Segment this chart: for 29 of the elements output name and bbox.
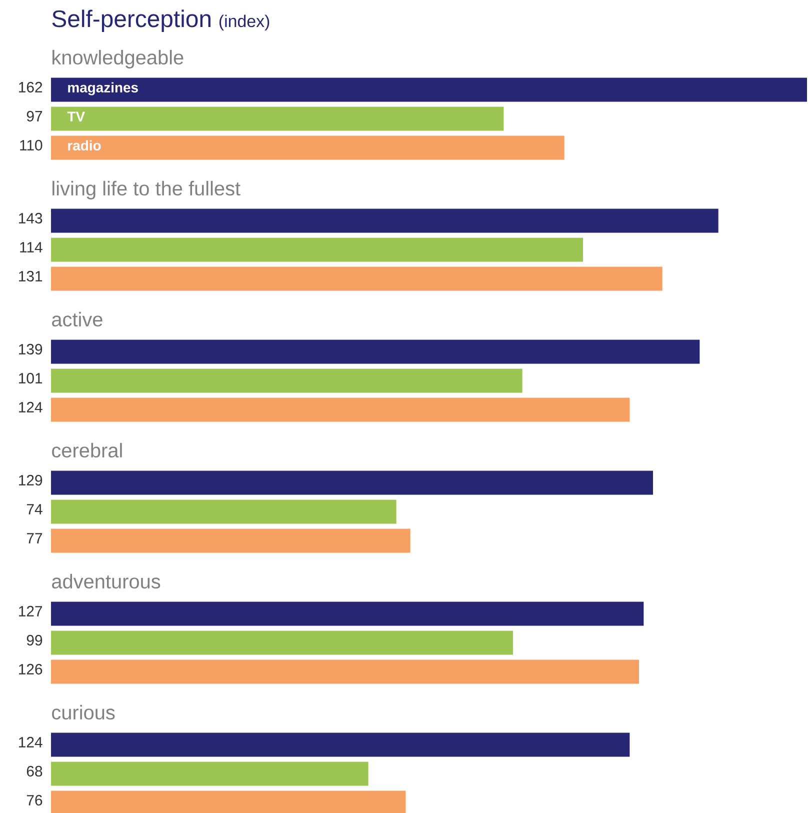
series-label: radio (68, 140, 101, 150)
chart-subtitle: (index) (219, 14, 270, 30)
data-label: 74 (26, 504, 42, 514)
data-label: 99 (26, 634, 42, 646)
data-label: 162 (19, 82, 42, 92)
data-label: 97 (26, 110, 42, 122)
data-label: 124 (19, 402, 42, 412)
data-label: 110 (20, 140, 42, 150)
data-label: 124 (19, 736, 42, 748)
y-tick-label: active (52, 312, 102, 327)
data-label: 77 (26, 533, 42, 544)
data-label: 76 (26, 794, 42, 806)
data-label: 114 (20, 242, 42, 252)
y-tick-label: cerebral (52, 442, 122, 458)
data-label: 68 (26, 766, 42, 776)
series-label: magazines (68, 82, 138, 96)
y-tick-label: knowledgeable (52, 50, 184, 68)
chart-title: Self-perception (52, 10, 210, 32)
data-label: 143 (19, 212, 42, 224)
y-tick-label: curious (52, 704, 115, 720)
data-label: 129 (19, 474, 42, 486)
series-label: TV (67, 112, 85, 122)
data-label: 101 (19, 372, 42, 384)
y-tick-label: adventurous (52, 574, 160, 589)
data-label: 126 (19, 664, 42, 674)
data-label: 139 (19, 344, 42, 354)
y-tick-label: living life to the fullest (52, 180, 240, 200)
data-label: 127 (19, 606, 42, 616)
data-label: 131 (19, 270, 42, 282)
